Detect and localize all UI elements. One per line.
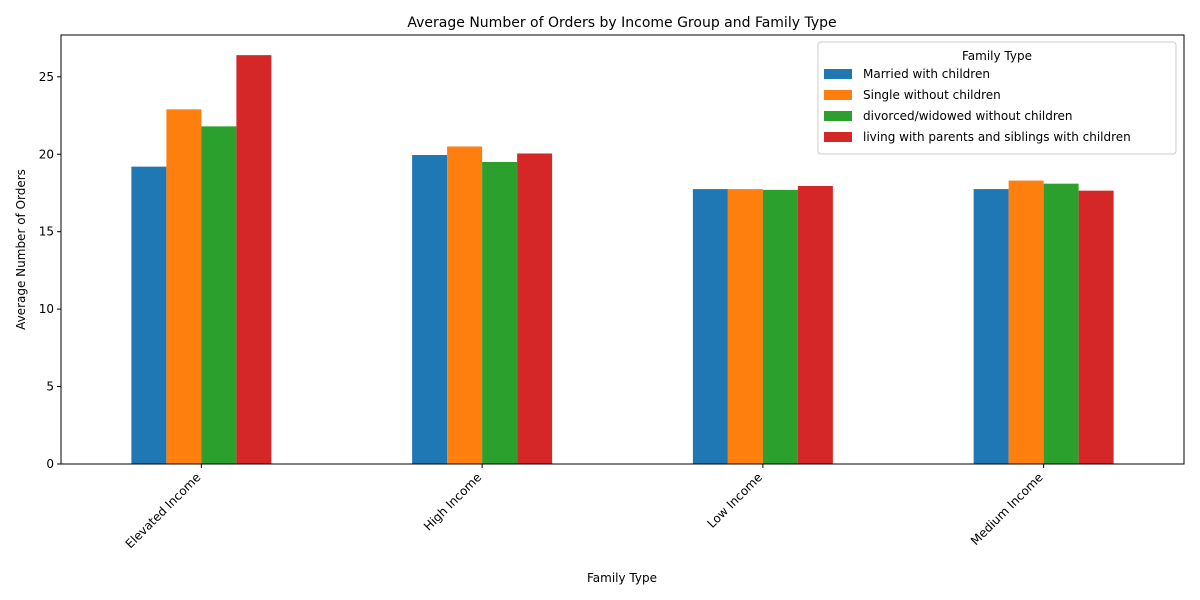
x-tick-label: Elevated Income <box>123 470 204 551</box>
bar <box>447 147 482 464</box>
legend-swatch <box>824 111 852 121</box>
x-tick-label: Medium Income <box>968 470 1046 548</box>
y-tick-label: 10 <box>39 302 54 316</box>
legend-title: Family Type <box>962 49 1032 63</box>
bar <box>798 186 833 464</box>
legend: Family Type Married with children Single … <box>818 42 1176 154</box>
y-tick-label: 5 <box>46 380 54 394</box>
legend-swatch <box>824 69 852 79</box>
bar <box>1079 191 1114 464</box>
x-axis-label: Family Type <box>587 571 657 585</box>
y-axis-label: Average Number of Orders <box>14 169 28 330</box>
bar <box>201 126 236 464</box>
bar <box>1009 181 1044 464</box>
bar <box>412 155 447 464</box>
y-tick-label: 20 <box>39 147 54 161</box>
y-tick-label: 15 <box>39 225 54 239</box>
bar <box>517 153 552 464</box>
bar <box>728 189 763 464</box>
legend-entry: living with parents and siblings with ch… <box>863 130 1131 144</box>
bar <box>482 162 517 464</box>
bar <box>236 55 271 464</box>
x-tick-label: High Income <box>421 470 484 533</box>
legend-entry: Single without children <box>863 88 1001 102</box>
legend-swatch <box>824 132 852 142</box>
bar <box>763 190 798 464</box>
bar <box>131 167 166 464</box>
bar <box>1044 184 1079 464</box>
chart-title: Average Number of Orders by Income Group… <box>407 15 836 31</box>
bar <box>974 189 1009 464</box>
y-tick-label: 25 <box>39 70 54 84</box>
bar <box>166 109 201 464</box>
legend-entry: Married with children <box>863 67 990 81</box>
x-tick-label: Low Income <box>704 470 765 531</box>
legend-swatch <box>824 90 852 100</box>
y-tick-label: 0 <box>46 457 54 471</box>
legend-entry: divorced/widowed without children <box>863 109 1073 123</box>
bar <box>693 189 728 464</box>
